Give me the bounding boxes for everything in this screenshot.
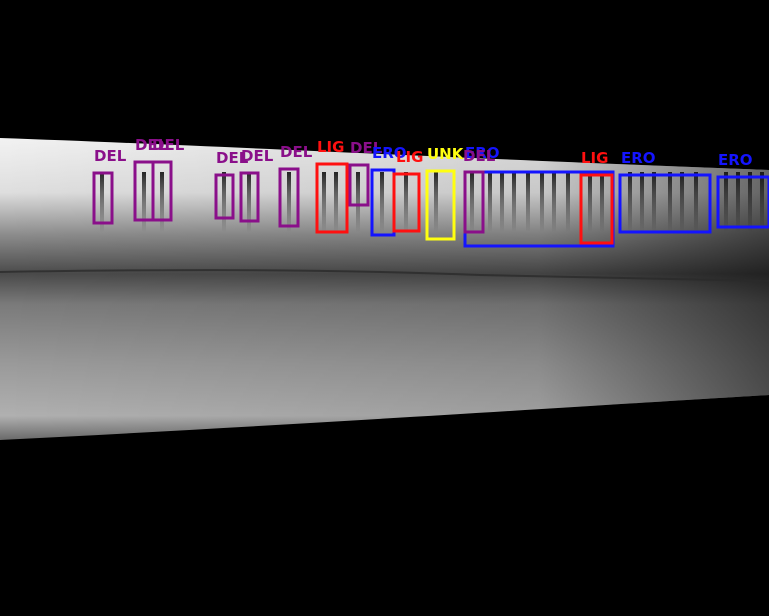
defect-streak (247, 172, 251, 232)
defect-streak (724, 172, 728, 232)
defect-streak (736, 172, 740, 232)
defect-streak (380, 172, 384, 232)
defect-streak (668, 172, 672, 232)
defect-streak (652, 172, 656, 232)
bbox-unk (425, 169, 456, 241)
bbox-del (151, 160, 173, 222)
band-shading (0, 138, 769, 440)
defect-streak (760, 172, 764, 232)
bbox-label-ero: ERO (372, 144, 407, 162)
defect-streak (588, 172, 592, 232)
bbox-del (214, 173, 235, 220)
defect-streak (500, 172, 504, 232)
defect-streak (526, 172, 530, 232)
defect-streak (566, 172, 570, 232)
defect-streak (160, 172, 164, 232)
bbox-label-ero: ERO (465, 144, 500, 162)
defect-streaks (100, 172, 764, 232)
bbox-label-del: DEL (463, 147, 496, 165)
bbox-label-del: DEL (350, 139, 383, 157)
bbox-label-del: DEL (152, 136, 185, 154)
bbox-label-unk: UNK (427, 145, 465, 163)
bbox-lig (392, 172, 421, 233)
defect-streak (287, 172, 291, 232)
defect-streak (600, 172, 604, 232)
defect-streak (404, 172, 408, 232)
bbox-label-lig: LIG (396, 148, 423, 166)
defect-streak (552, 172, 556, 232)
defect-streak (100, 172, 104, 232)
bbox-label-del: DEL (241, 147, 274, 165)
defect-streak (434, 172, 438, 232)
defect-streak (222, 172, 226, 232)
defect-streak (680, 172, 684, 232)
defect-streak (488, 172, 492, 232)
defect-streak (640, 172, 644, 232)
bbox-ero (716, 175, 769, 229)
bbox-del (348, 163, 370, 207)
bbox-label-del: DEL (94, 147, 127, 165)
bbox-del (278, 167, 300, 228)
bbox-lig (579, 173, 614, 245)
defect-streak (628, 172, 632, 232)
defect-streak (748, 172, 752, 232)
bbox-label-ero: ERO (621, 149, 656, 167)
bbox-ero (618, 173, 712, 234)
fusion-line (0, 269, 769, 282)
defect-streak (540, 172, 544, 232)
bbox-del (92, 171, 114, 225)
bbox-lig (315, 162, 349, 234)
defect-streak (470, 172, 474, 232)
bbox-del (463, 170, 485, 234)
defect-streak (694, 172, 698, 232)
bbox-label-del: DEL (280, 143, 313, 161)
bbox-del (239, 171, 260, 223)
bbox-label-del: DEL (135, 136, 168, 154)
bbox-label-lig: LIG (581, 149, 608, 167)
defect-streak (142, 172, 146, 232)
defect-streak (356, 172, 360, 232)
defect-streak (512, 172, 516, 232)
defect-streak (334, 172, 338, 232)
bbox-label-del: DEL (216, 149, 249, 167)
bbox-label-ero: ERO (718, 151, 753, 169)
defect-streak (322, 172, 326, 232)
bbox-label-lig: LIG (317, 138, 344, 156)
